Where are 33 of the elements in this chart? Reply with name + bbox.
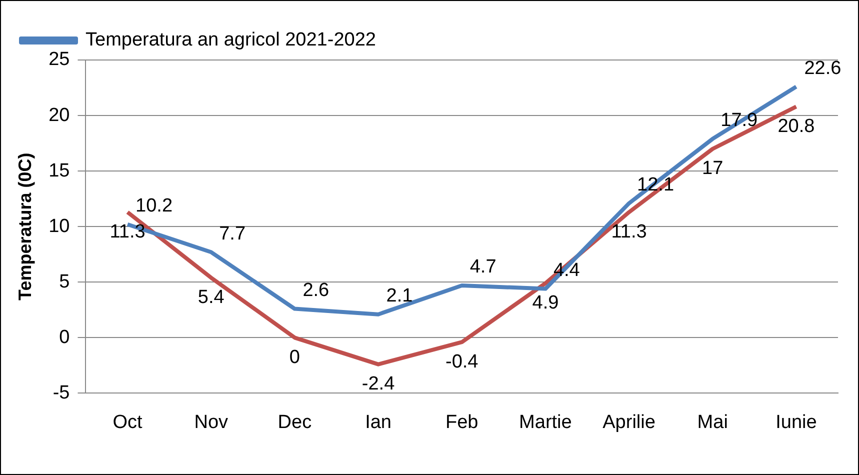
data-label: 11.3 bbox=[611, 221, 647, 242]
data-label: 4.9 bbox=[532, 292, 559, 314]
data-label: 4.7 bbox=[470, 256, 496, 278]
y-tick-label: 20 bbox=[48, 104, 70, 126]
data-label: 20.8 bbox=[778, 116, 815, 137]
data-label: 22.6 bbox=[804, 58, 842, 79]
data-label: 5.4 bbox=[198, 286, 225, 308]
legend-label: Temperatura an agricol 2021-2022 bbox=[86, 30, 376, 51]
data-label: 2.6 bbox=[302, 280, 330, 302]
x-tick-label: Ian bbox=[365, 412, 392, 433]
data-label: 10.2 bbox=[136, 196, 173, 217]
y-tick-label: 10 bbox=[48, 216, 70, 237]
x-tick-label: Oct bbox=[112, 412, 144, 433]
y-axis-title: Temperatura (0C) bbox=[14, 152, 35, 300]
x-tick-label: Aprilie bbox=[602, 412, 656, 433]
x-tick-label: Iunie bbox=[776, 412, 817, 433]
x-tick-label: Martie bbox=[519, 412, 572, 433]
y-tick-label: 0 bbox=[59, 326, 70, 348]
x-tick-label: Mai bbox=[697, 412, 728, 433]
data-label: 2.1 bbox=[386, 286, 413, 307]
data-label: 11.3 bbox=[110, 221, 146, 242]
y-tick-label: 25 bbox=[48, 49, 70, 70]
data-label: 17 bbox=[702, 158, 724, 180]
y-tick-label: 15 bbox=[48, 160, 70, 182]
data-label: 7.7 bbox=[219, 223, 246, 244]
x-tick-label: Nov bbox=[194, 412, 228, 433]
data-label: -2.4 bbox=[362, 374, 396, 395]
data-label: 0 bbox=[289, 346, 300, 368]
y-tick-label: -5 bbox=[52, 382, 70, 404]
y-tick-label: 5 bbox=[59, 271, 70, 292]
x-tick-label: Feb bbox=[445, 412, 478, 433]
data-label: -0.4 bbox=[445, 351, 479, 372]
x-tick-label: Dec bbox=[278, 412, 312, 433]
